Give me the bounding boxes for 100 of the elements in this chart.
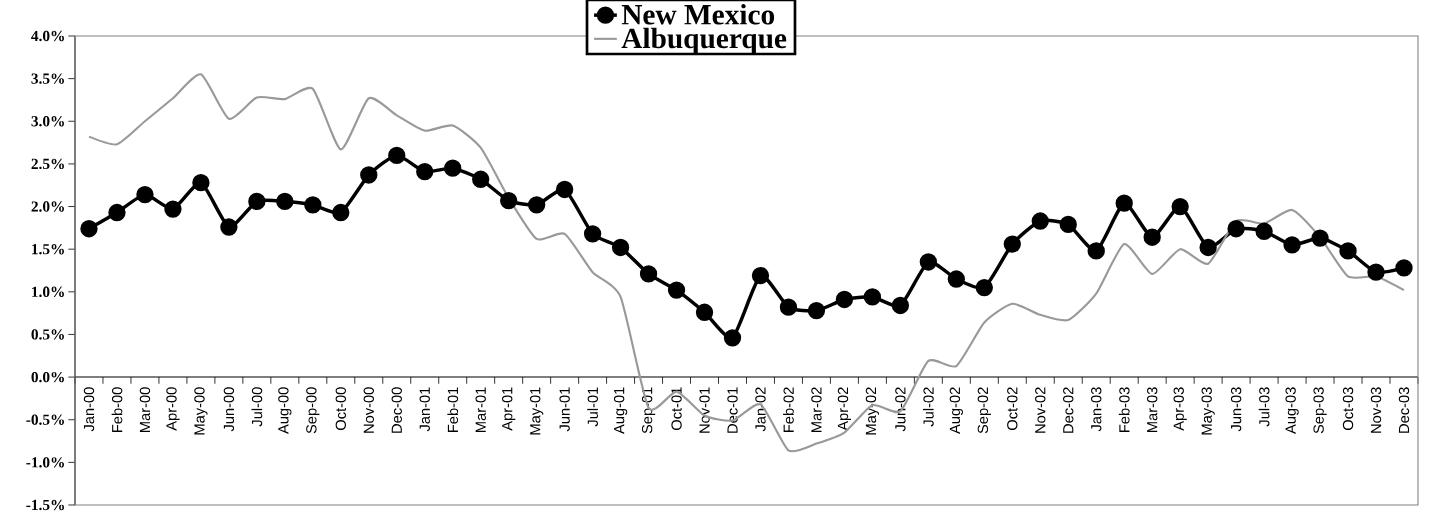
y-tick-label: 2.0% bbox=[31, 201, 64, 212]
point bbox=[527, 196, 546, 214]
x-tick-label: Mar-01 bbox=[475, 387, 486, 432]
x-tick-label: Nov-03 bbox=[1370, 387, 1382, 433]
point bbox=[639, 265, 658, 283]
point bbox=[723, 329, 742, 347]
point bbox=[891, 296, 910, 315]
point bbox=[360, 166, 378, 184]
point bbox=[500, 191, 518, 210]
x-tick-label: May-01 bbox=[530, 387, 544, 435]
y-tick-label: 0.0% bbox=[31, 371, 64, 383]
x-tick-label: Feb-02 bbox=[783, 387, 794, 432]
point bbox=[248, 192, 266, 211]
point bbox=[1395, 259, 1413, 277]
x-tick-label: Apr-00 bbox=[166, 387, 180, 431]
x-tick-label: Jan-02 bbox=[755, 387, 766, 432]
point bbox=[472, 170, 490, 188]
point bbox=[807, 301, 826, 320]
x-tick-label: Jan-03 bbox=[1091, 387, 1102, 432]
x-tick-label: Jan-00 bbox=[83, 387, 95, 432]
point bbox=[1255, 222, 1273, 240]
point bbox=[164, 200, 182, 218]
y-tick-label: 1.5% bbox=[32, 243, 64, 255]
point bbox=[1283, 236, 1301, 254]
point bbox=[835, 290, 854, 309]
point bbox=[863, 288, 882, 306]
x-tick-label: Sep-03 bbox=[1313, 387, 1327, 434]
x-tick-label: Nov-01 bbox=[699, 387, 710, 433]
x-tick-label: Jan-01 bbox=[419, 387, 430, 432]
x-tick-label: Dec-02 bbox=[1063, 387, 1074, 433]
point bbox=[975, 278, 993, 297]
x-tick-label: Oct-01 bbox=[671, 387, 682, 431]
x-tick-label: Jul-01 bbox=[587, 387, 598, 427]
point bbox=[1227, 220, 1245, 238]
legend-label: New Mexico bbox=[621, 3, 775, 25]
x-tick-label: Dec-01 bbox=[727, 387, 738, 433]
x-tick-label: Sep-02 bbox=[977, 387, 991, 434]
x-tick-label: Apr-02 bbox=[837, 387, 852, 431]
x-tick-label: Apr-03 bbox=[1173, 387, 1187, 431]
x-tick-label: Sep-00 bbox=[306, 387, 320, 434]
x-tick-label: Jun-00 bbox=[223, 387, 235, 432]
point bbox=[1087, 242, 1105, 260]
legend-label: Albuquerque bbox=[621, 27, 787, 55]
x-tick-label: Aug-03 bbox=[1285, 387, 1299, 434]
point bbox=[1367, 263, 1385, 281]
x-tick-label: Dec-03 bbox=[1398, 387, 1410, 433]
x-tick-label: Aug-02 bbox=[949, 387, 963, 434]
x-tick-label: Oct-02 bbox=[1007, 387, 1018, 431]
x-tick-label: Jun-02 bbox=[895, 387, 906, 432]
point bbox=[1143, 228, 1161, 246]
x-tick-label: Oct-03 bbox=[1342, 387, 1354, 431]
x-tick-label: May-00 bbox=[194, 387, 208, 435]
point bbox=[779, 298, 798, 316]
point bbox=[416, 162, 434, 181]
point bbox=[1031, 212, 1049, 230]
point bbox=[388, 146, 406, 165]
point bbox=[1115, 194, 1133, 212]
point bbox=[555, 180, 574, 199]
x-tick-label: Dec-00 bbox=[391, 387, 402, 433]
y-tick-label: 1.0% bbox=[32, 286, 64, 298]
point bbox=[1059, 215, 1077, 234]
y-tick-label: -1.5% bbox=[26, 499, 64, 511]
point bbox=[1171, 197, 1189, 216]
point bbox=[136, 185, 154, 204]
point bbox=[332, 203, 350, 222]
x-tick-label: Feb-00 bbox=[111, 387, 123, 432]
x-tick-label: May-03 bbox=[1201, 387, 1215, 435]
point bbox=[108, 203, 126, 222]
y-tick-label: 0.5% bbox=[31, 329, 64, 340]
point bbox=[1199, 238, 1217, 257]
y-tick-label: 3.5% bbox=[31, 73, 64, 84]
x-tick-label: Apr-01 bbox=[502, 387, 516, 431]
point bbox=[304, 196, 322, 214]
point bbox=[192, 173, 210, 192]
x-tick-label: Aug-01 bbox=[613, 387, 628, 434]
x-tick-label: Mar-02 bbox=[811, 387, 822, 432]
point bbox=[220, 218, 238, 236]
point bbox=[444, 159, 462, 177]
x-tick-label: Jun-01 bbox=[559, 387, 570, 432]
point bbox=[919, 253, 938, 271]
x-tick-label: Mar-00 bbox=[139, 387, 151, 432]
point bbox=[583, 225, 602, 243]
point bbox=[1339, 242, 1357, 260]
y-tick-label: 2.5% bbox=[31, 158, 64, 170]
x-tick-label: May-02 bbox=[865, 387, 880, 435]
point bbox=[276, 192, 294, 211]
y-tick-label: 3.0% bbox=[31, 116, 64, 127]
x-tick-label: Mar-03 bbox=[1147, 387, 1158, 432]
x-tick-label: Nov-02 bbox=[1035, 387, 1046, 433]
x-tick-label: Jun-03 bbox=[1230, 387, 1242, 432]
point bbox=[751, 266, 770, 285]
x-tick-label: Jul-03 bbox=[1258, 387, 1270, 427]
x-tick-label: Oct-00 bbox=[335, 387, 346, 431]
y-tick-label: -1.0% bbox=[26, 457, 64, 468]
point bbox=[1003, 235, 1021, 253]
point bbox=[947, 270, 966, 288]
x-tick-label: Jul-00 bbox=[251, 387, 263, 427]
y-tick-label: 4.0% bbox=[31, 30, 64, 42]
y-tick-label: -0.5% bbox=[26, 414, 64, 425]
x-tick-label: Feb-03 bbox=[1118, 387, 1130, 432]
